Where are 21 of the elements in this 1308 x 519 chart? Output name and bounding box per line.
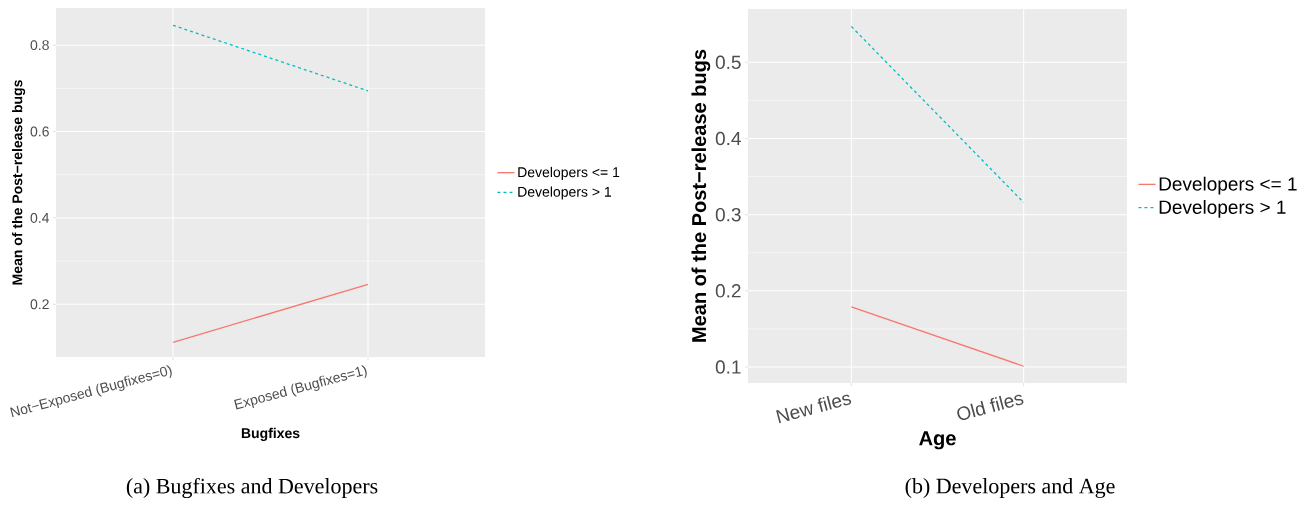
y-axis-title: Mean of the Post−release bugs bbox=[12, 80, 26, 285]
text: (a) Bugfixes and Developers bbox=[126, 477, 378, 499]
y-tick-label: 0.6 bbox=[30, 126, 49, 137]
y-tick-label: 0.2 bbox=[715, 284, 741, 298]
text: (b) Developers and Age bbox=[905, 478, 1115, 499]
y-tick-label: 0.8 bbox=[30, 40, 49, 51]
x-tick-label: Old files bbox=[957, 394, 1024, 420]
legend-label: Developers > 1 bbox=[518, 186, 612, 200]
y-tick-label: 0.1 bbox=[715, 360, 741, 374]
x-axis-title: Bugfixes bbox=[241, 427, 300, 441]
y-axis-title: Mean of the Post−release bugs bbox=[691, 49, 711, 342]
legend-label: Developers <= 1 bbox=[518, 166, 620, 180]
y-tick-label: 0.5 bbox=[715, 55, 741, 70]
x-tick-label: New files bbox=[776, 394, 852, 424]
y-tick-label: 0.4 bbox=[30, 212, 50, 223]
y-tick-label: 0.3 bbox=[715, 207, 741, 222]
x-axis-title: Age bbox=[919, 431, 956, 450]
legend-label: Developers > 1 bbox=[1159, 199, 1286, 218]
y-tick-label: 0.2 bbox=[30, 299, 49, 310]
y-tick-label: 0.4 bbox=[715, 131, 741, 146]
legend-label: Developers <= 1 bbox=[1159, 176, 1297, 195]
